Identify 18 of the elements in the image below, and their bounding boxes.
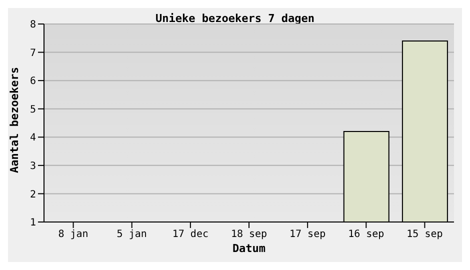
- x-tick-label: 18 sep: [230, 229, 268, 240]
- y-tick-label: 4: [30, 132, 36, 144]
- x-tick-label: 8 jan: [58, 229, 88, 240]
- x-tick-label: 15 sep: [406, 229, 443, 240]
- y-tick-label: 3: [30, 160, 36, 172]
- y-tick-label: 6: [30, 76, 36, 88]
- y-tick-label: 8: [30, 20, 36, 31]
- x-tick-label: 17 sep: [290, 229, 326, 240]
- y-tick-label: 5: [30, 104, 36, 116]
- y-tick-label: 7: [30, 48, 36, 59]
- y-tick-label: 1: [30, 218, 36, 229]
- y-tick-label: 2: [30, 189, 36, 200]
- x-axis-title: Datum: [232, 242, 266, 255]
- y-axis-title: Aantal bezoekers: [8, 67, 21, 173]
- x-tick-label: 17 dec: [172, 229, 208, 240]
- x-tick-label: 5 jan: [116, 229, 147, 240]
- chart-title: Unieke bezoekers 7 dagen: [156, 12, 314, 25]
- x-tick-label: 16 sep: [348, 229, 384, 240]
